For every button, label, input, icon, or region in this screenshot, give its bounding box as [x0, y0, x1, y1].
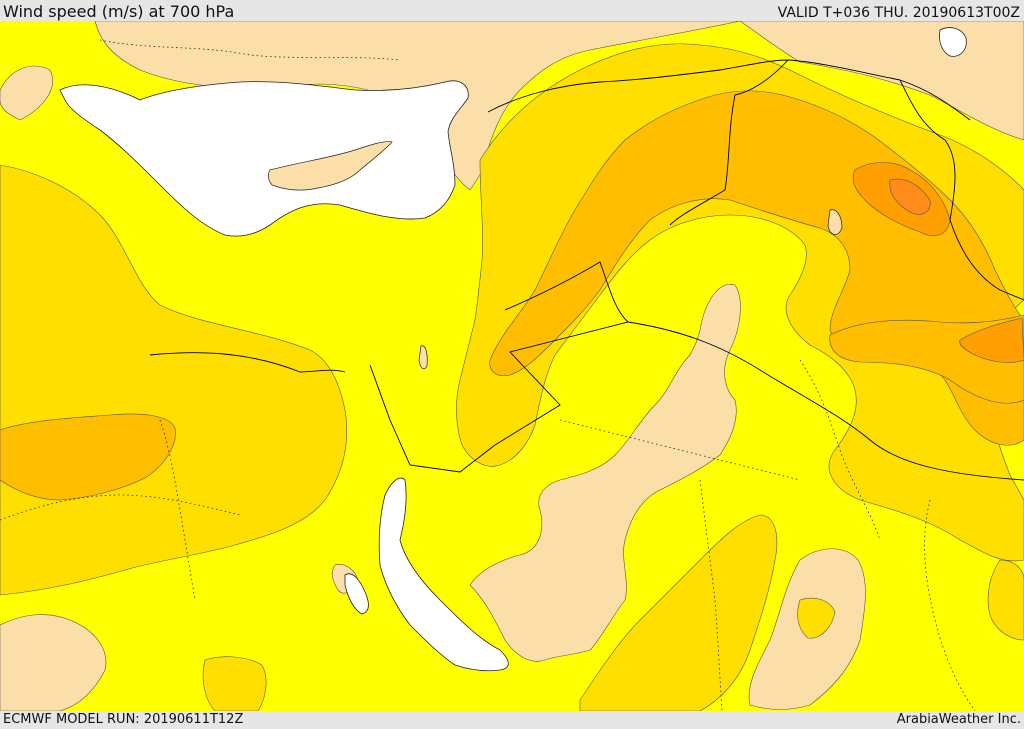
- wind-speed-map: [0, 21, 1024, 711]
- land-features-group: [267, 141, 843, 370]
- cyprus-island: [267, 141, 393, 191]
- border-egypt-israel: [369, 364, 496, 473]
- sea-mediterranean: [59, 80, 469, 237]
- border-iraq-jordan: [494, 261, 629, 446]
- valid-time: VALID T+036 THU. 20190613T00Z: [777, 5, 1020, 21]
- sea-gulf-of-suez: [344, 573, 369, 615]
- band-lowest-sw: [0, 614, 107, 711]
- border-syria-iraq: [669, 59, 789, 226]
- model-run-label: ECMWF MODEL RUN: 20190611T12Z: [3, 712, 244, 727]
- dotted-line-6: [159, 419, 196, 601]
- borders-group: [369, 59, 1024, 481]
- band-high-egypt: [0, 413, 176, 501]
- credit-label: ArabiaWeather Inc.: [896, 712, 1021, 727]
- sea-red-sea: [378, 477, 509, 672]
- band-mid-east-strip: [987, 559, 1024, 641]
- footer-bar: [0, 711, 1024, 729]
- dotted-line-3: [699, 479, 723, 711]
- border-turkey-syria: [487, 59, 971, 121]
- dotted-boundaries-group: [0, 39, 976, 711]
- band-higher-iran: [959, 317, 1024, 363]
- border-saudi-iraq: [627, 321, 1024, 481]
- band-mid-gulf-blob: [797, 597, 836, 639]
- header-bar: Wind speed (m/s) at 700 hPa VALID T+036 …: [0, 0, 1024, 21]
- lake-tharthar: [827, 209, 843, 235]
- band-lowest-arabia: [469, 283, 741, 662]
- coast-egypt-libya: [149, 352, 346, 373]
- map-title: Wind speed (m/s) at 700 hPa: [3, 2, 235, 21]
- band-highest-core: [889, 178, 931, 215]
- band-lowest-west: [0, 65, 53, 121]
- border-iraq-iran: [899, 79, 1024, 301]
- sea-lake-van: [939, 27, 967, 57]
- dotted-line-7: [924, 499, 976, 711]
- band-mid-sw-blob: [579, 514, 778, 711]
- band-mid-libya-blob: [202, 656, 267, 711]
- sea-group: [59, 27, 967, 672]
- dotted-line-4: [0, 494, 241, 521]
- dead-sea: [418, 345, 428, 370]
